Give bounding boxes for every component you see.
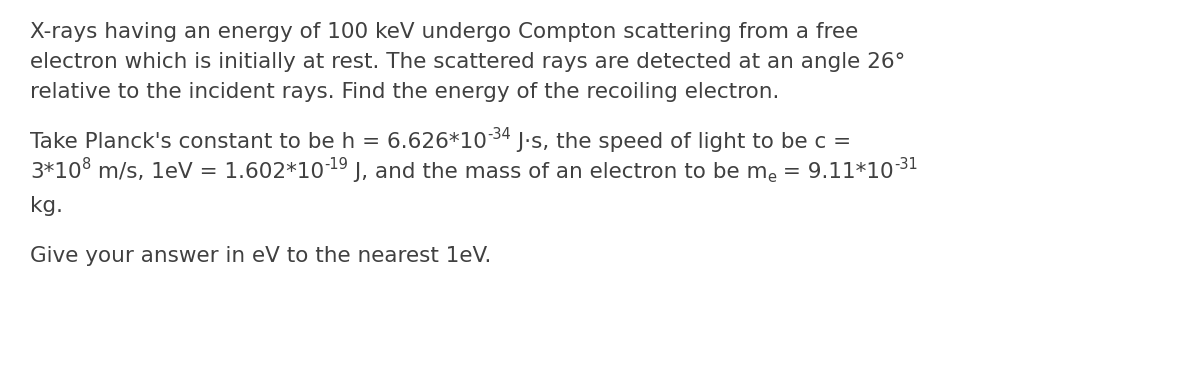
Text: e: e [768, 170, 776, 185]
Text: electron which is initially at rest. The scattered rays are detected at an angle: electron which is initially at rest. The… [30, 52, 905, 72]
Text: J, and the mass of an electron to be m: J, and the mass of an electron to be m [348, 162, 768, 182]
Text: -31: -31 [894, 157, 918, 172]
Text: X-rays having an energy of 100 keV undergo Compton scattering from a free: X-rays having an energy of 100 keV under… [30, 22, 858, 42]
Text: Take Planck's constant to be h = 6.626*10: Take Planck's constant to be h = 6.626*1… [30, 132, 487, 152]
Text: J·s, the speed of light to be c =: J·s, the speed of light to be c = [511, 132, 851, 152]
Text: 8: 8 [82, 157, 91, 172]
Text: 3*10: 3*10 [30, 162, 82, 182]
Text: Give your answer in eV to the nearest 1eV.: Give your answer in eV to the nearest 1e… [30, 246, 491, 266]
Text: -34: -34 [487, 127, 511, 142]
Text: relative to the incident rays. Find the energy of the recoiling electron.: relative to the incident rays. Find the … [30, 82, 779, 102]
Text: kg.: kg. [30, 196, 64, 216]
Text: = 9.11*10: = 9.11*10 [776, 162, 894, 182]
Text: m/s, 1eV = 1.602*10: m/s, 1eV = 1.602*10 [91, 162, 324, 182]
Text: -19: -19 [324, 157, 348, 172]
